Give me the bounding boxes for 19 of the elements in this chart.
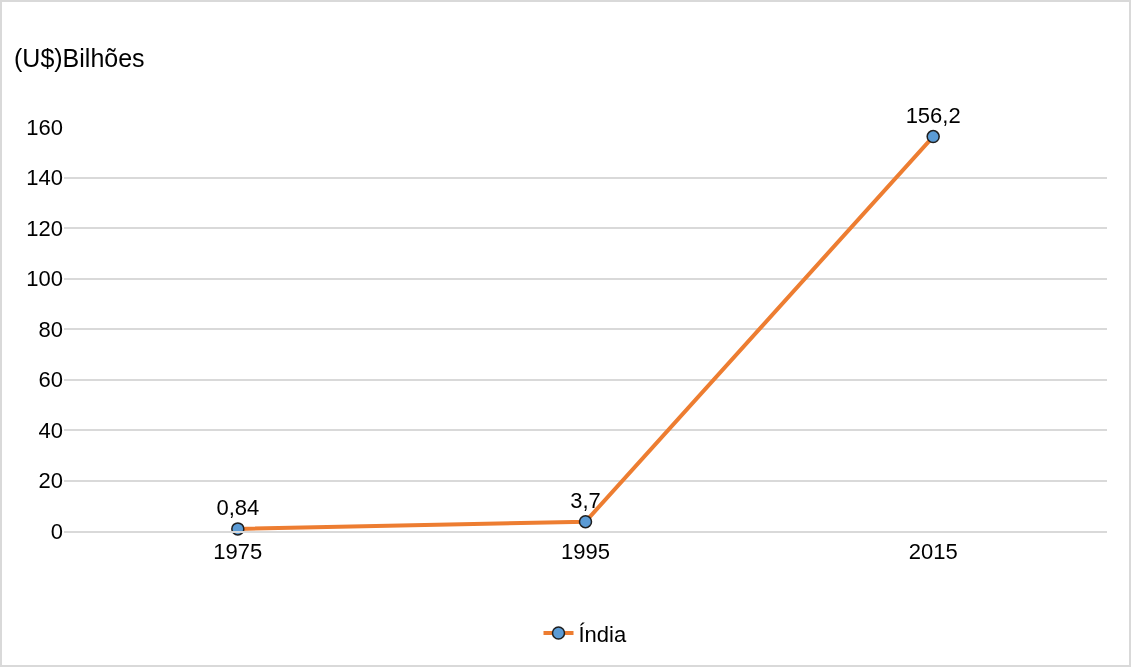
- y-tick-label: 60: [38, 367, 63, 393]
- x-tick-label: 1975: [213, 539, 263, 565]
- data-label: 156,2: [905, 102, 961, 128]
- y-tick-label: 120: [26, 215, 63, 241]
- point: [926, 129, 940, 144]
- y-tick-label: 0: [50, 518, 63, 544]
- y-tick-label: 160: [26, 114, 63, 140]
- y-tick-label: 80: [38, 316, 63, 342]
- y-tick-label: 100: [26, 266, 63, 292]
- legend-label: Índia: [578, 621, 627, 647]
- y-tick-label: 40: [38, 417, 63, 443]
- y-axis-title: (U$)Bilhões: [14, 44, 145, 72]
- y-tick-label: 20: [38, 468, 63, 494]
- data-label: 0,84: [216, 494, 260, 520]
- point: [578, 514, 593, 529]
- x-tick-label: 1995: [561, 539, 610, 565]
- data-label: 3,7: [570, 487, 601, 513]
- x-tick-label: 2015: [908, 539, 958, 565]
- y-tick-label: 140: [26, 165, 63, 191]
